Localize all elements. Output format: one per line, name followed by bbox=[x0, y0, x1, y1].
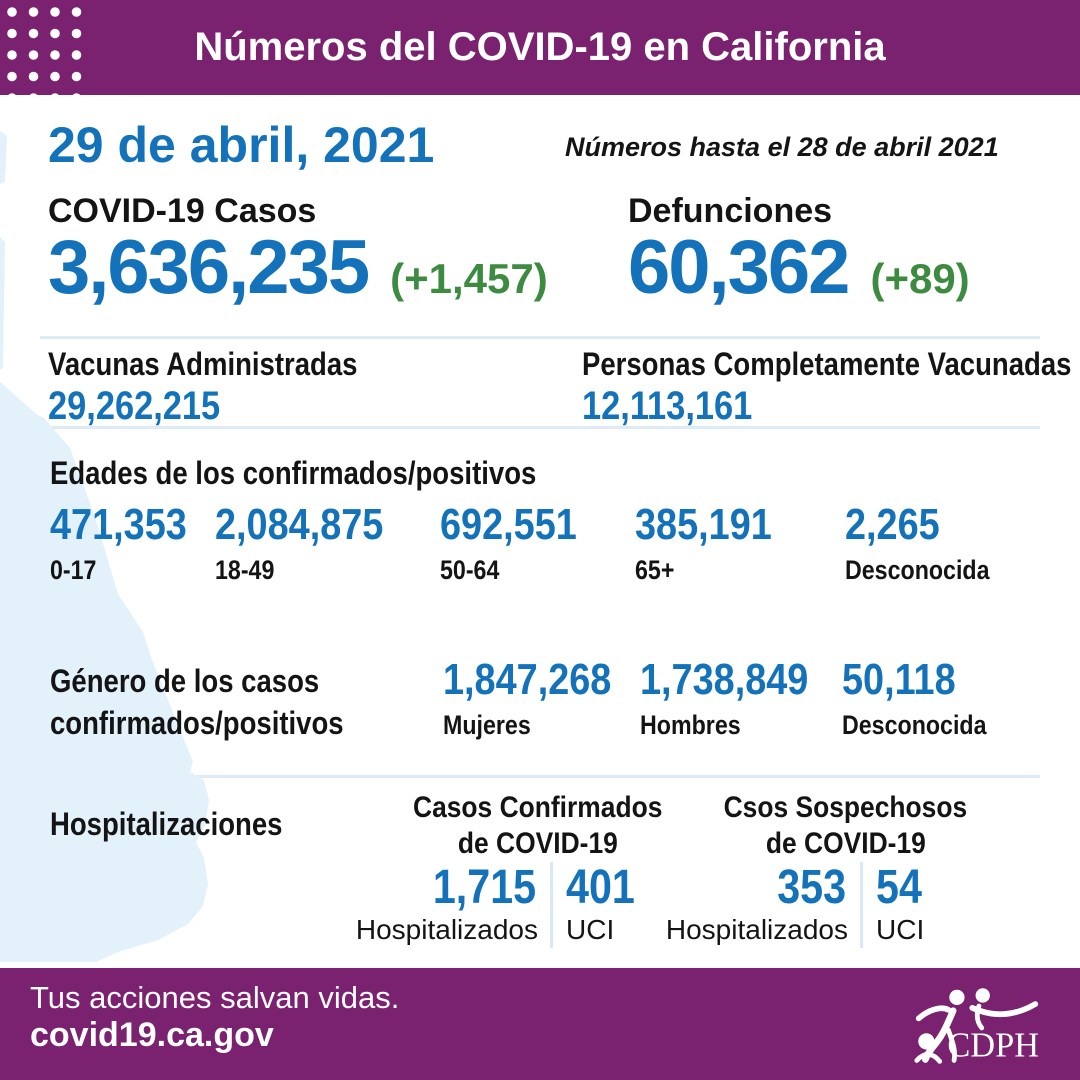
divider bbox=[40, 775, 1040, 778]
age-group-value: 692,551 bbox=[440, 500, 577, 549]
gender-heading: Género de los casos confirmados/positivo… bbox=[50, 663, 344, 741]
hospitalizations-heading: Hospitalizaciones bbox=[50, 806, 283, 842]
fully-vaccinated-label: Personas Completamente Vacunadas bbox=[582, 346, 1072, 382]
suspected-icu-value: 54 bbox=[876, 861, 922, 914]
divider bbox=[860, 862, 863, 948]
footer-url: covid19.ca.gov bbox=[30, 1016, 274, 1054]
page-title: Números del COVID-19 en California bbox=[194, 25, 886, 69]
vaccines-administered-label: Vacunas Administradas bbox=[48, 346, 358, 382]
gender-group-women: 1,847,268 Mujeres bbox=[443, 658, 639, 741]
age-group-50-64: 692,551 50-64 bbox=[440, 503, 599, 586]
report-date: 29 de abril, 2021 bbox=[48, 117, 435, 173]
cdph-logo-text: CDPH bbox=[947, 1027, 1039, 1065]
divider bbox=[40, 336, 1040, 339]
age-group-label: 50-64 bbox=[440, 555, 500, 585]
age-group-value: 2,265 bbox=[845, 500, 940, 549]
gender-group-men: 1,738,849 Hombres bbox=[640, 658, 836, 741]
confirmed-cases-column-title: Casos Confirmados de COVID-19 bbox=[412, 791, 663, 860]
age-group-label: Desconocida bbox=[845, 555, 990, 585]
divider bbox=[40, 426, 1040, 429]
age-group-unknown: 2,265 Desconocida bbox=[845, 503, 1013, 586]
confirmed-icu-label: UCI bbox=[566, 914, 615, 945]
gender-group-label: Desconocida bbox=[842, 710, 987, 740]
suspected-cases-column-title: Csos Sospechosos de COVID-19 bbox=[723, 791, 968, 860]
deaths-figure: 60,362 (+89) bbox=[628, 230, 970, 306]
confirmed-hospitalized-label: Hospitalizados bbox=[355, 914, 538, 945]
age-group-label: 65+ bbox=[635, 555, 675, 585]
gender-group-value: 1,847,268 bbox=[443, 655, 612, 704]
divider bbox=[550, 862, 553, 948]
age-group-value: 471,353 bbox=[50, 500, 187, 549]
age-group-value: 385,191 bbox=[635, 500, 772, 549]
deaths-delta: (+89) bbox=[870, 255, 970, 302]
confirmed-hospitalized-value: 1,715 bbox=[432, 861, 536, 914]
age-group-label: 18-49 bbox=[215, 555, 275, 585]
confirmed-icu-value: 401 bbox=[566, 861, 635, 914]
footer-tagline: Tus acciones salvan vidas. bbox=[30, 980, 400, 1015]
cases-figure: 3,636,235 (+1,457) bbox=[48, 230, 548, 306]
footer-bar: Tus acciones salvan vidas. covid19.ca.go… bbox=[0, 968, 1080, 1080]
cases-value: 3,636,235 bbox=[48, 225, 370, 310]
suspected-icu-label: UCI bbox=[876, 914, 925, 945]
gender-group-value: 1,738,849 bbox=[640, 655, 809, 704]
cases-label: COVID-19 Casos bbox=[48, 192, 317, 230]
age-group-0-17: 471,353 0-17 bbox=[50, 503, 209, 586]
gender-group-unknown: 50,118 Desconocida bbox=[842, 658, 1010, 741]
age-group-65plus: 385,191 65+ bbox=[635, 503, 794, 586]
vaccines-administered-value: 29,262,215 bbox=[48, 384, 221, 428]
header-bar: Números del COVID-19 en California bbox=[0, 0, 1080, 95]
deaths-value: 60,362 bbox=[628, 225, 850, 310]
dots-pattern-icon bbox=[7, 7, 82, 95]
age-group-value: 2,084,875 bbox=[215, 500, 384, 549]
as-of-note: Números hasta el 28 de abril 2021 bbox=[565, 132, 999, 162]
gender-group-value: 50,118 bbox=[842, 655, 956, 704]
cdph-logo: CDPH bbox=[914, 988, 1039, 1065]
age-group-18-49: 2,084,875 18-49 bbox=[215, 503, 411, 586]
ages-heading: Edades de los confirmados/positivos bbox=[50, 455, 537, 491]
gender-group-label: Hombres bbox=[640, 710, 741, 740]
gender-group-label: Mujeres bbox=[443, 710, 531, 740]
cases-delta: (+1,457) bbox=[390, 255, 548, 302]
fully-vaccinated-value: 12,113,161 bbox=[582, 384, 753, 428]
suspected-hospitalized-label: Hospitalizados bbox=[665, 914, 848, 945]
age-group-label: 0-17 bbox=[50, 555, 97, 585]
suspected-hospitalized-value: 353 bbox=[777, 861, 846, 914]
deaths-label: Defunciones bbox=[628, 192, 833, 230]
